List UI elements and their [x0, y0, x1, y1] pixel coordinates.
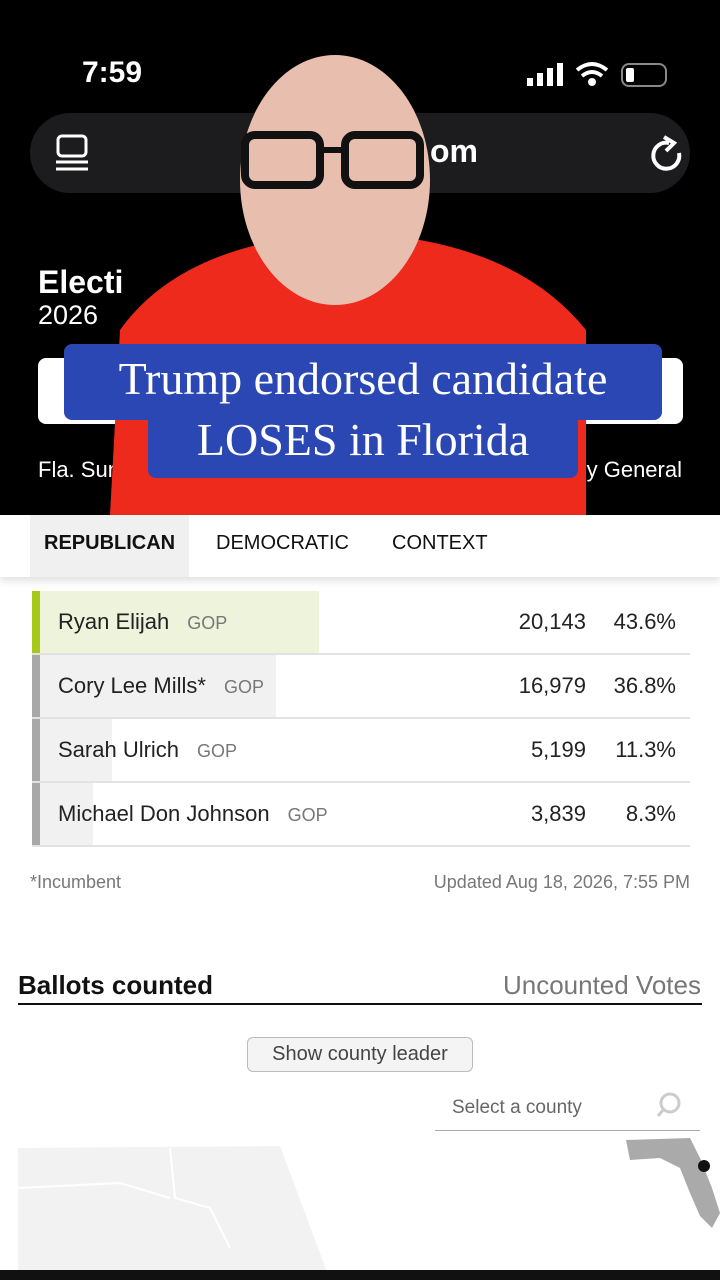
section-title: Ballots counted [18, 970, 214, 1000]
divider [18, 1003, 702, 1005]
party-label: GOP [287, 805, 328, 825]
nav-left: Fla. Sun [38, 457, 120, 482]
county-select[interactable]: Select a county [452, 1097, 582, 1118]
party-edge [32, 591, 40, 653]
nav-right: ey General [574, 457, 682, 482]
updated-time: Updated Aug 18, 2026, 7:55 PM [433, 872, 690, 892]
vote-share-bar [40, 719, 113, 781]
party-edge [32, 719, 40, 781]
caption-box [64, 344, 662, 420]
vote-percent: 36.8% [613, 673, 676, 698]
tab-bar: REPUBLICAN DEMOCRATIC CONTEXT [0, 515, 720, 577]
vote-count: 20,143 [518, 609, 586, 634]
candidate-name: Cory Lee Mills* [58, 673, 206, 698]
party-edge [32, 655, 40, 717]
dark-header: 7:59 om Electi 2026 Fla. Sun ey General … [0, 0, 720, 515]
caption-line: LOSES in Florida [196, 414, 530, 465]
vote-share-bar [40, 591, 320, 653]
vote-percent: 43.6% [613, 609, 676, 634]
browser-icons [56, 134, 682, 171]
candidate-name: Ryan Elijah [58, 609, 170, 634]
party-label: GOP [223, 677, 264, 697]
result-row: Michael Don Johnson GOP 3,839 8.3% [32, 783, 690, 847]
caption-line: Trump endorsed candidate [118, 353, 608, 404]
button[interactable]: Show county leader [247, 1037, 473, 1072]
page-year: 2026 [38, 300, 99, 330]
vote-count: 3,839 [530, 801, 586, 826]
party-edge [32, 783, 40, 845]
page-title: Electi [38, 264, 124, 300]
vote-percent: 11.3% [615, 737, 676, 762]
url-text: om [430, 133, 478, 169]
vote-share-bar [40, 783, 94, 845]
status-icons [527, 62, 667, 87]
map-area [0, 1092, 720, 1280]
tab[interactable]: CONTEXT [392, 532, 488, 554]
tab[interactable]: DEMOCRATIC [216, 532, 349, 554]
party-label: GOP [197, 741, 238, 761]
result-row: Ryan Elijah GOP 20,143 43.6% [32, 591, 690, 655]
candidate-name: Sarah Ulrich [58, 737, 180, 762]
candidate-name: Michael Don Johnson [58, 801, 270, 826]
tab[interactable]: REPUBLICAN [30, 515, 190, 577]
vote-count: 16,979 [518, 673, 586, 698]
vote-count: 5,199 [530, 737, 586, 762]
select-underline [435, 1130, 700, 1131]
party-label: GOP [187, 613, 228, 633]
caption-box [148, 412, 578, 478]
status-time: 7:59 [82, 56, 143, 89]
vote-share-bar [40, 655, 276, 717]
section-tab[interactable]: Uncounted Votes [502, 970, 701, 1000]
vote-percent: 8.3% [625, 801, 676, 826]
result-row: Sarah Ulrich GOP 5,199 11.3% [32, 719, 690, 783]
result-row: Cory Lee Mills* GOP 16,979 36.8% [32, 655, 690, 719]
footnote: *Incumbent [30, 872, 122, 892]
